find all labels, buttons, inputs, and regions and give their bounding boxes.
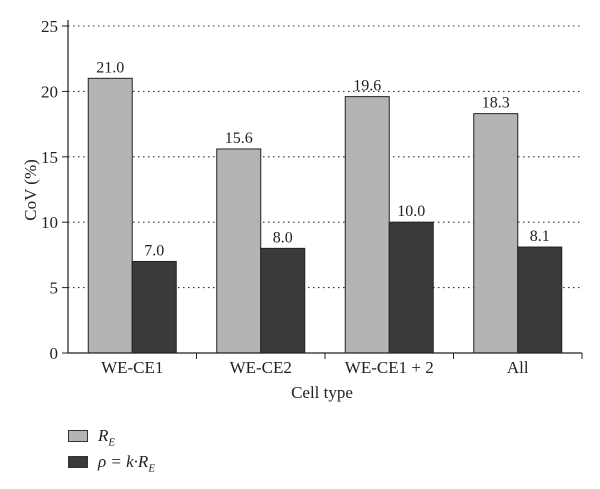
bars-group xyxy=(87,77,563,354)
value-label-re-2: 19.6 xyxy=(353,78,381,95)
value-label-rho-3: 8.1 xyxy=(530,228,550,245)
bar-re-0 xyxy=(87,77,133,354)
y-tick-label-0: 0 xyxy=(50,344,59,363)
value-labels-group: 21.0 7.0 15.6 8.0 19.6 10.0 18.3 8.1 xyxy=(96,59,550,259)
bar-rho-3 xyxy=(517,246,563,354)
bar-re-3 xyxy=(473,113,519,354)
legend-label-re: RE xyxy=(98,426,115,452)
y-tick-label-5: 5 xyxy=(50,279,59,298)
x-tick-label-1: WE-CE2 xyxy=(230,358,292,377)
value-label-rho-1: 8.0 xyxy=(273,229,293,246)
x-axis-label: Cell type xyxy=(291,383,353,402)
value-label-rho-2: 10.0 xyxy=(397,203,425,220)
bar-re-1 xyxy=(216,148,262,354)
legend-swatch-rho xyxy=(68,456,88,468)
bar-re-2 xyxy=(344,96,390,354)
value-label-re-0: 21.0 xyxy=(96,59,124,76)
value-label-re-1: 15.6 xyxy=(225,130,253,147)
y-tick-label-20: 20 xyxy=(41,82,58,101)
legend-label-re-main: R xyxy=(98,426,109,445)
legend-label-rho-sub: E xyxy=(148,462,156,475)
legend-label-re-sub: E xyxy=(108,436,116,449)
x-tick-label-0: WE-CE1 xyxy=(101,358,163,377)
legend-label-rho-main: ρ = k·R xyxy=(98,452,149,471)
legend-swatch-re xyxy=(68,430,88,442)
bar-rho-2 xyxy=(388,221,434,354)
y-axis-label: CoV (%) xyxy=(21,159,40,221)
bar-rho-1 xyxy=(260,247,306,354)
y-tick-label-10: 10 xyxy=(41,213,58,232)
axes-group: 0 5 10 15 20 25 WE-CE1 WE-CE2 WE-CE1 + 2 All xyxy=(41,17,583,377)
x-tick-label-2: WE-CE1 + 2 xyxy=(345,358,434,377)
y-tick-label-15: 15 xyxy=(41,148,58,167)
x-tick-label-3: All xyxy=(507,358,529,377)
value-label-re-3: 18.3 xyxy=(482,95,510,112)
value-label-rho-0: 7.0 xyxy=(144,242,164,259)
y-tick-label-25: 25 xyxy=(41,17,58,36)
legend-label-rho: ρ = k·RE xyxy=(98,452,155,478)
bar-rho-0 xyxy=(131,260,177,354)
